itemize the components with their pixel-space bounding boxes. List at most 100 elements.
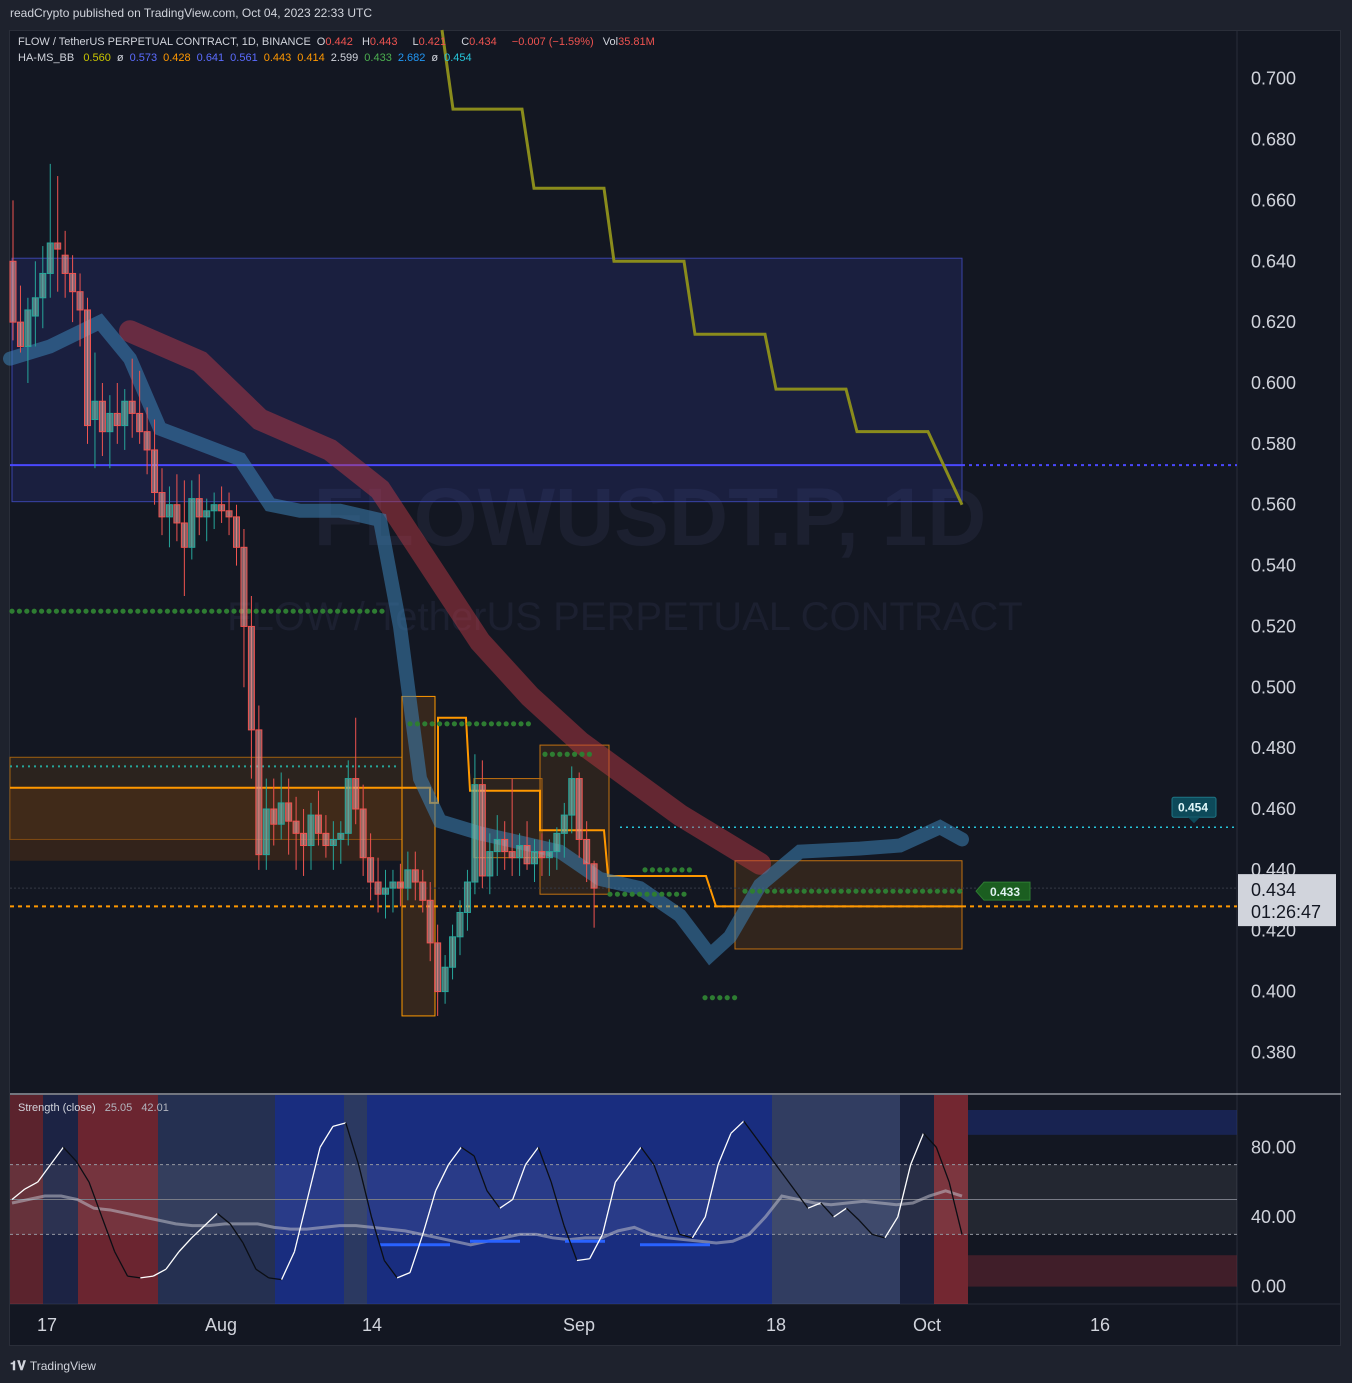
candle [262,778,270,870]
green-dot [742,888,748,894]
strength-line-segment [717,1133,732,1165]
candle-body [590,863,598,889]
green-dot [557,751,563,757]
indicator-value: 0.428 [163,52,191,64]
strength-line-segment [910,1133,925,1165]
red-ma-ribbon [119,320,771,875]
green-dot [157,608,163,614]
candle [300,809,308,876]
price-axis-label: 0.640 [1251,251,1296,271]
indicator-legend[interactable]: HA-MS_BB 0.560 ø 0.573 0.428 0.641 0.561 0.443… [18,52,478,64]
strength-line-segment [704,1164,719,1218]
candle [516,833,524,876]
green-dot [518,721,524,727]
candle-body [255,729,263,856]
candle-body [441,966,449,993]
green-dot [24,608,30,614]
green-dot [335,608,341,614]
candle-body [486,851,494,877]
candle-body [471,784,479,883]
candle-body [98,400,106,433]
candle [553,827,561,870]
strength-line-segment [679,1233,693,1239]
candle [575,772,583,858]
oscillator-legend[interactable]: Strength (close) 25.05 42.01 [18,1102,175,1114]
candle-body [270,808,278,825]
candle-body [143,431,151,451]
green-dot [466,721,472,727]
green-dot [488,721,494,727]
green-dot [525,721,532,727]
candle [128,358,136,438]
strength-line-segment [460,1146,475,1157]
candle [165,486,173,548]
candle [508,778,516,876]
candle-body [307,814,315,847]
candle [307,802,315,870]
price-axis-label: 0.520 [1251,616,1296,636]
candle [583,821,591,883]
strength-line-segment [152,1268,167,1277]
strength-line-segment [730,1120,745,1134]
green-dot [702,995,708,1001]
price-axis-label: 0.480 [1251,738,1296,758]
green-dot [794,888,800,894]
green-dot [224,608,230,614]
strength-line-segment [216,1212,231,1225]
green-dot [642,867,648,873]
candle-body [173,504,181,524]
open-value: 0.442 [325,36,353,48]
strength-line-segment [37,1164,52,1183]
strength-line-segment [550,1181,565,1226]
candle-body [314,814,322,834]
green-dot [474,721,480,727]
candle [478,760,486,889]
green-dot [651,891,658,897]
candle-body [456,911,464,938]
strength-line-segment [473,1155,488,1192]
green-dot [549,751,556,757]
green-dot [305,608,311,614]
price-axis-label: 0.620 [1251,312,1296,332]
candle-body [31,297,39,317]
strength-line-segment [948,1181,963,1235]
symbol-name[interactable]: FLOW / TetherUS PERPETUAL CONTRACT, 1D, … [18,36,311,48]
oscillator-title: Strength (close) [18,1102,96,1114]
candle [396,863,404,907]
close-value: 0.434 [469,36,497,48]
candle-body [545,851,553,859]
candle-body [531,851,538,865]
green-dot [209,608,215,614]
price-axis-label: 0.580 [1251,434,1296,454]
candle-body [359,808,367,859]
volume-value: 35.81M [618,36,655,48]
candle-body [121,400,129,427]
candle-body [478,784,486,877]
green-dot [644,891,650,897]
candle [367,833,375,901]
candle [180,480,188,596]
candle [203,498,211,542]
strength-line-segment [897,1164,912,1218]
candle-body [151,449,159,494]
green-dot [659,891,665,897]
candle [337,821,345,864]
green-price-tag [975,881,1031,901]
green-dot [31,608,37,614]
strength-line-segment [255,1268,270,1279]
strength-line-segment [191,1225,206,1239]
indicator-value: 0.454 [444,52,472,64]
candle-body [553,832,561,853]
candle-body [396,881,404,889]
green-dot [187,608,193,614]
candle-body [225,510,233,518]
time-axis-label: 17 [37,1315,57,1335]
green-dot [150,608,156,614]
green-dot [905,888,911,894]
candle-body [195,498,203,518]
green-dot [957,888,963,894]
candle [568,766,576,834]
candle-body [449,936,457,968]
green-dot [674,891,680,897]
